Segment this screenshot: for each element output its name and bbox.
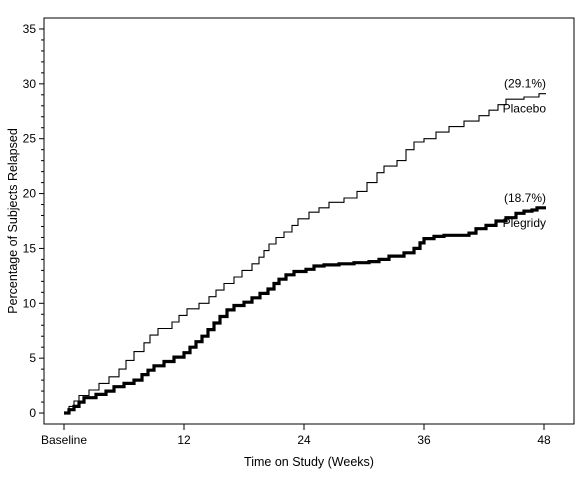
x-tick-label: 48 [537,433,551,447]
plot-frame [43,17,575,425]
series-name-label: Placebo [503,102,547,116]
series-layer [64,93,546,415]
x-tick-label: 12 [177,433,191,447]
y-tick-label: 20 [23,187,37,201]
y-tick-label: 35 [23,22,37,36]
series-end-value-label: (18.7%) [504,191,546,205]
y-axis: 0 5 10 15 20 25 30 35 [23,22,44,420]
y-axis-title: Percentage of Subjects Relapsed [6,128,20,314]
series-name-label: Plegridy [503,216,546,230]
y-tick-label: 5 [29,351,36,365]
y-tick-label: 25 [23,132,37,146]
x-tick-label: 24 [297,433,311,447]
label-layer: (29.1%) Placebo (18.7%) Plegridy [503,77,547,230]
y-tick-label: 0 [29,406,36,420]
series-line-plegridy [64,206,546,415]
series-end-value-label: (29.1%) [504,77,546,91]
x-tick-label: Baseline [41,433,87,447]
y-tick-label: 10 [23,296,37,310]
series-line-placebo [64,93,546,414]
y-tick-label: 15 [23,241,37,255]
x-axis: Baseline 12 24 36 48 [41,424,551,447]
x-tick-label: 36 [417,433,431,447]
x-axis-title: Time on Study (Weeks) [244,455,374,469]
y-tick-label: 30 [23,77,37,91]
